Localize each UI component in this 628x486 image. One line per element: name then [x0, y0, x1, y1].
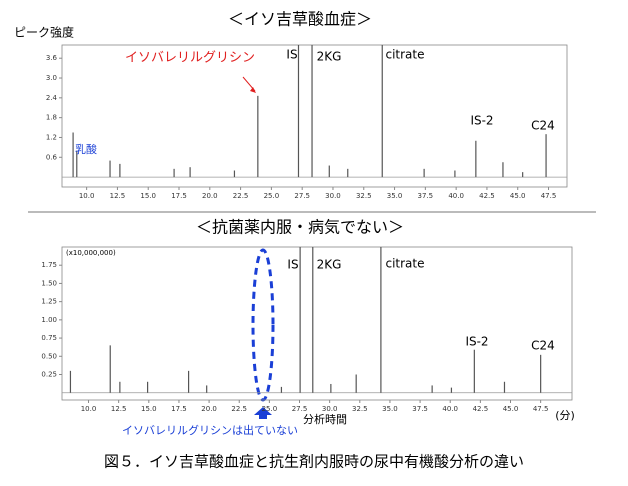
- y-tick-label: 1.50: [41, 279, 57, 287]
- x-tick-label: 32.5: [352, 405, 368, 413]
- x-tick-label: 45.0: [510, 192, 526, 200]
- x-tick-label: 22.5: [231, 405, 247, 413]
- x-tick-label: 37.5: [412, 405, 428, 413]
- x-tick-label: 15.0: [140, 192, 156, 200]
- x-axis-unit: (分): [555, 409, 575, 422]
- y-tick-label: 0.50: [41, 352, 57, 360]
- caption: 図５．イソ吉草酸血症と抗生剤内服時の尿中有機酸分析の違い: [104, 453, 524, 471]
- y-tick-label: 3.0: [46, 74, 57, 82]
- x-tick-label: 32.5: [356, 192, 372, 200]
- y-tick-label: 3.6: [46, 54, 58, 62]
- x-tick-label: 42.5: [479, 192, 495, 200]
- x-tick-label: 35.0: [387, 192, 403, 200]
- annotation: C24: [531, 339, 555, 353]
- x-tick-label: 25.0: [262, 405, 278, 413]
- x-tick-label: 45.0: [503, 405, 519, 413]
- chart-title: ＜抗菌薬内服・病気でない＞: [196, 218, 404, 237]
- x-tick-label: 47.5: [541, 192, 557, 200]
- annotation: 2KG: [317, 50, 342, 64]
- y-tick-label: 0.6: [46, 153, 58, 161]
- annotation: citrate: [385, 48, 424, 62]
- arrow: [254, 407, 272, 419]
- annotation: 2KG: [317, 258, 342, 272]
- peaks: [62, 45, 567, 178]
- y-tick-label: 1.2: [46, 133, 57, 141]
- plot-frame: [61, 44, 568, 188]
- annotation: イソバレリルグリシン: [125, 51, 255, 66]
- x-tick-label: 17.5: [171, 405, 187, 413]
- x-tick-label: 22.5: [233, 192, 249, 200]
- x-tick-label: 27.5: [292, 405, 308, 413]
- y-tick-label: 0.25: [41, 371, 57, 379]
- y-tick-label: 1.75: [41, 261, 57, 269]
- x-tick-label: 20.0: [201, 405, 217, 413]
- x-tick-label: 12.5: [110, 192, 126, 200]
- annotation: IS: [286, 48, 297, 62]
- x-tick-label: 17.5: [171, 192, 187, 200]
- peaks: [62, 247, 572, 394]
- x-tick-label: 47.5: [533, 405, 549, 413]
- annotation: C24: [531, 119, 555, 133]
- y-tick-label: 1.00: [41, 316, 57, 324]
- x-tick-label: 10.0: [81, 405, 97, 413]
- x-tick-label: 35.0: [382, 405, 398, 413]
- highlight-ellipse: [251, 248, 275, 402]
- x-tick-label: 37.5: [418, 192, 434, 200]
- x-tick-label: 20.0: [202, 192, 218, 200]
- y-axis-label: (x10,000,000): [66, 249, 116, 257]
- x-tick-label: 42.5: [473, 405, 489, 413]
- arrow-head: [250, 87, 256, 93]
- x-tick-label: 15.0: [141, 405, 157, 413]
- x-tick-label: 10.0: [79, 192, 95, 200]
- x-tick-label: 30.0: [325, 192, 341, 200]
- x-axis-label: 分析時間: [303, 412, 347, 426]
- x-tick-label: 40.0: [448, 192, 464, 200]
- annotation: IS-2: [470, 114, 493, 128]
- x-tick-label: 12.5: [111, 405, 127, 413]
- y-tick-label: 0.75: [41, 334, 57, 342]
- annotation: IS-2: [465, 335, 488, 349]
- y-tick-label: 2.4: [46, 94, 58, 102]
- plot-frame: [61, 246, 573, 401]
- x-tick-label: 30.0: [322, 405, 338, 413]
- annotation: イソバレリルグリシンは出ていない: [122, 423, 298, 437]
- x-tick-label: 27.5: [294, 192, 310, 200]
- annotation: 乳酸: [75, 142, 97, 156]
- annotation: citrate: [385, 257, 424, 271]
- chart-title: ＜イソ吉草酸血症＞: [228, 10, 372, 29]
- annotation: IS: [287, 258, 298, 272]
- x-tick-label: 25.0: [264, 192, 280, 200]
- y-tick-label: 1.8: [46, 114, 57, 122]
- y-axis-label: ピーク強度: [14, 25, 74, 40]
- y-tick-label: 1.25: [41, 298, 57, 306]
- x-tick-label: 40.0: [442, 405, 458, 413]
